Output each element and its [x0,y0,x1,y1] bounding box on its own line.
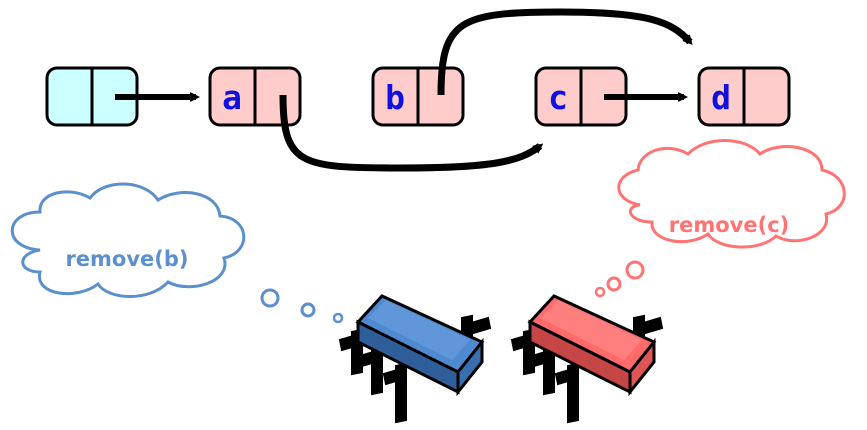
blue-processor-icon [338,294,492,424]
red-processor-icon [510,294,664,424]
thought-dot-blue-1 [260,288,280,308]
thought-dot-red-1 [625,260,645,280]
thought-dot-red-3 [594,286,606,298]
thought-bubble-blue: remove(b) [10,182,246,298]
node-a-label: a [222,78,242,117]
link-a-to-c [279,94,544,172]
thought-dot-red-2 [606,276,622,292]
thought-dot-blue-3 [332,312,344,324]
node-d: d [697,66,791,127]
node-b-label: b [385,78,405,117]
node-c: c [534,66,628,127]
thought-text-remove-c: remove(c) [669,213,789,237]
node-c-label: c [548,78,568,117]
node-b: b [371,66,465,127]
thought-bubble-red: remove(c) [617,139,846,249]
thought-text-remove-b: remove(b) [65,247,188,271]
link-b-to-d [437,8,693,96]
thought-dot-blue-2 [300,302,316,318]
node-a: a [208,66,302,127]
node-d-label: d [711,78,731,117]
